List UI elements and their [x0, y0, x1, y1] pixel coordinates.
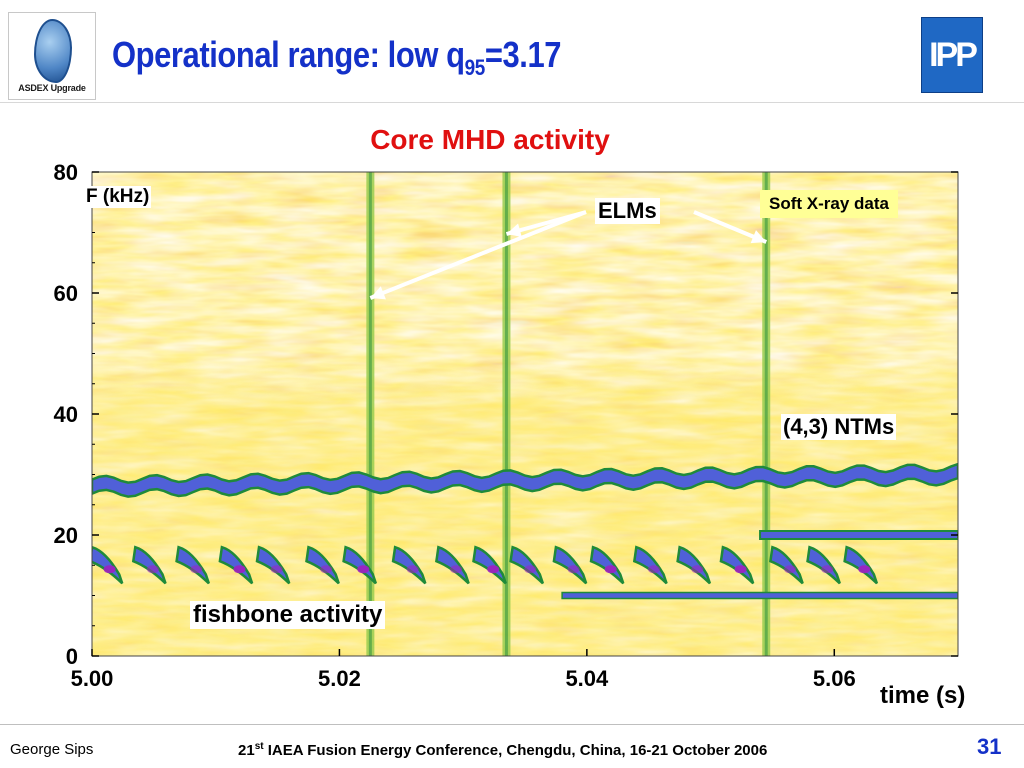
fishbone-burst: [843, 545, 879, 585]
y-tick-label: 20: [54, 523, 78, 548]
ntm-harmonic-band: [759, 530, 958, 540]
logo-caption: ASDEX Upgrade: [18, 83, 86, 93]
fishbone-burst-peak: [524, 565, 537, 574]
axes: 0 20 40 60 80 5.00 5.02 5.04 5.06: [54, 160, 958, 690]
fishbone-burst-peak: [233, 565, 246, 574]
y-tick-label: 40: [54, 402, 78, 427]
elm-streak-core: [764, 172, 768, 656]
fishbone-burst-peak: [691, 565, 704, 574]
fishbone-burst: [719, 545, 755, 585]
fishbone-label: fishbone activity: [190, 601, 386, 629]
conf-number: 21: [238, 742, 255, 759]
x-tick-label: 5.00: [71, 666, 114, 690]
fishbone-burst: [342, 545, 378, 585]
ipp-logo: IPP: [921, 17, 983, 93]
elm-arrows: [369, 210, 768, 300]
fishbone-burst: [305, 545, 340, 585]
title-subscript: 95: [464, 55, 486, 80]
fishbone-burst: [509, 545, 545, 585]
ntm-label: (4,3) NTMs: [781, 414, 897, 440]
fishbone-burst-peak: [567, 565, 580, 574]
x-axis-label: time (s): [880, 682, 966, 709]
fishbone-burst-peak: [821, 565, 834, 574]
footer-author: George Sips: [10, 741, 94, 758]
plasma-shape-icon: [34, 19, 72, 83]
conf-text: IAEA Fusion Energy Conference, Chengdu, …: [263, 742, 768, 759]
fishbone-burst-peak: [190, 565, 203, 574]
fishbone-burst-peak: [406, 565, 419, 574]
fishbone-burst: [92, 545, 124, 585]
asdex-upgrade-logo: ASDEX Upgrade: [8, 12, 96, 100]
footer-divider: [0, 724, 1024, 725]
mode-features: [92, 172, 958, 656]
title-tail: =3.17: [484, 34, 562, 75]
y-tick-label: 80: [54, 160, 78, 185]
fishbone-burst: [255, 545, 291, 585]
y-tick-label: 60: [54, 281, 78, 306]
fishbone-burst-peak: [784, 565, 797, 574]
fishbone-burst: [806, 545, 841, 585]
header-divider: [0, 102, 1024, 103]
fishbone-burst-peak: [734, 565, 747, 574]
conf-ordinal: st: [254, 741, 264, 752]
fishbone-burst-peak: [647, 565, 660, 574]
fishbone-burst-peak: [487, 565, 500, 574]
elms-label: ELMs: [595, 198, 660, 224]
fishbone-burst-peak: [270, 565, 283, 574]
fishbone-burst: [676, 545, 712, 585]
fishbone-burst-peak: [320, 565, 333, 574]
fishbone-burst: [632, 545, 668, 585]
x-tick-label: 5.02: [318, 666, 361, 690]
fishbone-burst-peak: [357, 565, 370, 574]
fishbone-burst-peak: [858, 565, 871, 574]
arrow-head: [506, 223, 522, 238]
fishbone-burst: [391, 545, 427, 585]
arrow-head: [370, 286, 386, 300]
fishbone-burst: [131, 545, 167, 585]
fishbone-burst-peak: [146, 565, 159, 574]
fishbone-burst: [175, 545, 211, 585]
title-main: Operational range: low q: [112, 34, 465, 75]
x-tick-label: 5.04: [565, 666, 609, 690]
x-tick-label: 5.06: [813, 666, 856, 690]
ntm-band: [92, 462, 958, 498]
y-tick-label: 0: [66, 644, 78, 669]
fishbone-burst-peak: [103, 565, 116, 574]
fishbone-burst: [589, 545, 625, 585]
footer-conference: 21st IAEA Fusion Energy Conference, Chen…: [238, 741, 767, 759]
page-number: 31: [977, 734, 1002, 759]
arrow-shaft: [369, 210, 587, 300]
fishbone-burst: [472, 545, 507, 585]
fishbone-burst: [218, 545, 254, 585]
fishbone-burst: [552, 545, 588, 585]
fishbone-mode-band: [561, 591, 958, 600]
soft-xray-label: Soft X-ray data: [760, 190, 898, 218]
elm-streak-core: [504, 172, 508, 656]
elm-streak-core: [368, 172, 372, 656]
fishbone-burst-peak: [450, 565, 463, 574]
fishbone-burst: [435, 545, 470, 585]
fishbone-burst: [769, 545, 804, 585]
chart-title: Core MHD activity: [370, 124, 610, 155]
fishbone-burst-peak: [604, 565, 617, 574]
y-axis-label: F (kHz): [84, 186, 152, 208]
arrow-head: [750, 230, 767, 244]
slide-title: Operational range: low q95=3.17: [112, 34, 561, 81]
